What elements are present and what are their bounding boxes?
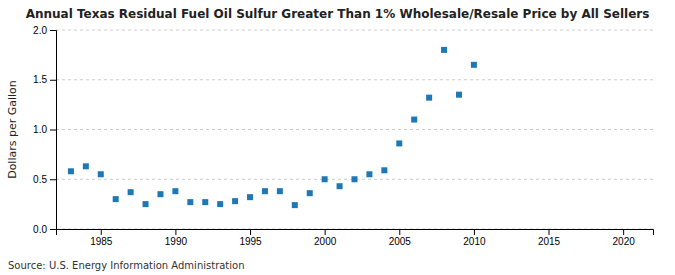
x-tick-label: 1985 bbox=[90, 236, 113, 247]
x-tick: 2005 bbox=[389, 229, 412, 247]
y-tick-mark bbox=[50, 80, 56, 81]
x-tick-label: 2005 bbox=[389, 236, 412, 247]
y-tick: 1.0 bbox=[33, 124, 56, 135]
x-tick: 2010 bbox=[463, 229, 486, 247]
point bbox=[202, 199, 208, 205]
point bbox=[337, 183, 343, 189]
point bbox=[157, 191, 163, 197]
y-tick-mark bbox=[50, 30, 56, 31]
x-tick-mark bbox=[399, 229, 400, 235]
y-tick: 1.5 bbox=[33, 74, 56, 85]
x-tick: 2015 bbox=[538, 229, 561, 247]
point bbox=[128, 189, 134, 195]
y-axis-title: Dollars per Gallon bbox=[6, 80, 19, 179]
y-tick: 0.0 bbox=[33, 224, 56, 235]
y-axis-line bbox=[50, 31, 57, 230]
x-tick-mark bbox=[623, 229, 624, 235]
x-axis-line bbox=[57, 230, 654, 236]
grid-line bbox=[56, 30, 653, 31]
point bbox=[143, 201, 149, 207]
y-tick-label: 0.0 bbox=[33, 224, 47, 235]
point bbox=[441, 47, 447, 53]
x-tick-label: 2000 bbox=[314, 236, 337, 247]
source: Source: U.S. Energy Information Administ… bbox=[8, 260, 245, 271]
chart-svg: Annual Texas Residual Fuel Oil Sulfur Gr… bbox=[0, 0, 675, 275]
point bbox=[411, 117, 417, 123]
y-tick-label: 1.5 bbox=[33, 74, 47, 85]
point bbox=[307, 190, 313, 196]
point bbox=[292, 202, 298, 208]
y-tick-label: 1.0 bbox=[33, 124, 47, 135]
y-tick-label: 0.5 bbox=[33, 174, 47, 185]
grid-line bbox=[56, 79, 653, 80]
x-tick: 2020 bbox=[613, 229, 636, 247]
y-axis: 0.0 0.5 1.0 1.5 2.0 bbox=[33, 25, 56, 235]
x-tick-label: 2010 bbox=[463, 236, 486, 247]
point bbox=[471, 62, 477, 68]
x-tick: 1985 bbox=[90, 229, 113, 247]
x-tick-label: 1990 bbox=[165, 236, 188, 247]
x-tick-mark bbox=[549, 229, 550, 235]
x-tick-mark bbox=[175, 229, 176, 235]
point bbox=[262, 188, 268, 194]
x-tick: 2000 bbox=[314, 229, 337, 247]
y-tick-mark bbox=[50, 179, 56, 180]
grid bbox=[56, 30, 653, 229]
point bbox=[187, 199, 193, 205]
x-tick-label: 2015 bbox=[538, 236, 561, 247]
point bbox=[172, 188, 178, 194]
y-tick-label: 2.0 bbox=[33, 25, 47, 36]
marks bbox=[68, 47, 477, 208]
point bbox=[366, 171, 372, 177]
plot-area: 1985 1990 1995 2000 2005 2010 2015 2020 0.0 0.5 1.… bbox=[33, 25, 653, 247]
x-tick-label: 1995 bbox=[239, 236, 262, 247]
y-tick: 2.0 bbox=[33, 25, 56, 36]
point bbox=[83, 163, 89, 169]
point bbox=[396, 140, 402, 146]
point bbox=[456, 92, 462, 98]
point bbox=[277, 188, 283, 194]
grid-line bbox=[56, 129, 653, 130]
point bbox=[322, 176, 328, 182]
x-tick: 1990 bbox=[165, 229, 188, 247]
x-tick: 1995 bbox=[239, 229, 262, 247]
x-tick-mark bbox=[474, 229, 475, 235]
x-tick-mark bbox=[250, 229, 251, 235]
chart-container: Annual Texas Residual Fuel Oil Sulfur Gr… bbox=[0, 0, 675, 275]
point bbox=[352, 176, 358, 182]
y-tick-mark bbox=[50, 130, 56, 131]
x-tick-mark bbox=[325, 229, 326, 235]
point bbox=[247, 194, 253, 200]
y-tick: 0.5 bbox=[33, 174, 56, 185]
point bbox=[68, 168, 74, 174]
point bbox=[98, 171, 104, 177]
title: Annual Texas Residual Fuel Oil Sulfur Gr… bbox=[26, 7, 650, 21]
x-tick-mark bbox=[101, 229, 102, 235]
point bbox=[381, 167, 387, 173]
point bbox=[426, 95, 432, 101]
x-tick-label: 2020 bbox=[613, 236, 636, 247]
y-tick-mark bbox=[50, 229, 56, 230]
x-axis: 1985 1990 1995 2000 2005 2010 2015 2020 bbox=[57, 229, 654, 247]
point bbox=[232, 198, 238, 204]
point bbox=[113, 196, 119, 202]
point bbox=[217, 201, 223, 207]
